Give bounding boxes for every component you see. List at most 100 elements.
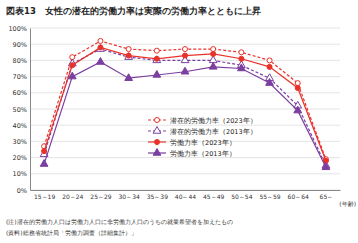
y-tick-label: 10% [13,170,27,178]
series-marker [211,47,216,52]
y-tick-label: 50% [13,106,27,114]
grid-line [30,190,340,191]
y-tick: 10% [13,170,30,178]
legend-marker-shape [154,139,159,144]
y-tick: 80% [13,57,30,65]
legend-label: 潜在的労働力率（2013年） [170,128,257,136]
series-line [44,62,326,167]
y-tick-label: 30% [13,138,27,146]
marker-shape [211,51,216,56]
series-marker [211,51,216,56]
series-marker [182,47,187,52]
marker-shape [42,149,47,154]
marker-shape [267,64,272,69]
series-line [44,49,326,166]
y-tick-label: 60% [13,89,27,97]
marker-shape [209,62,217,69]
marker-shape [40,160,48,167]
x-axis-line [31,190,341,191]
series-marker [295,85,300,90]
marker-shape [181,67,189,74]
series-marker [209,62,217,69]
x-tick: 25～29 [90,190,111,200]
marker-shape [295,81,300,86]
series-marker [153,56,161,63]
marker-shape [125,74,133,81]
y-tick-label: 80% [13,57,27,65]
x-tick: 55～59 [259,190,280,200]
legend-item: 潜在的労働力率（2013年） [148,127,257,136]
x-tick: 50～54 [231,190,252,200]
legend-marker [154,139,159,144]
x-tick-label: 25～29 [90,193,111,200]
x-tick-label: 30～34 [118,193,139,200]
note: (資料)総務省統計局「労働力調査（詳細集計）」 [6,229,137,237]
x-tick: 15～19 [34,190,55,200]
x-tick-label: 15～19 [34,193,55,200]
series-marker [125,53,133,60]
grid-line [30,28,340,29]
series-marker [267,64,272,69]
marker-shape [295,85,300,90]
marker-shape [266,79,274,86]
series-marker [322,163,330,170]
series-line [44,41,326,159]
series-marker [68,72,76,79]
series-marker [70,63,75,68]
legend-marker-shape [154,117,159,122]
series [42,45,329,163]
marker-shape [294,106,302,113]
series [42,38,329,161]
marker-shape [97,58,105,65]
series-marker [182,53,187,58]
y-tick-label: 20% [13,154,27,162]
series-marker [153,71,161,78]
marker-shape [68,72,76,79]
x-tick: 60～64 [288,190,309,200]
y-tick: 50% [13,106,30,114]
series-marker [154,48,159,53]
grid [30,28,340,190]
y-tick-label: 90% [13,41,27,49]
series-marker [181,67,189,74]
marker-shape [126,53,131,58]
y-tick: 0% [17,187,30,195]
chart: 図表13 女性の潜在的労働力率は実際の労働力率とともに上昇0%10%20%30%… [0,0,358,243]
legend-label: 潜在的労働力率（2023年） [170,117,257,125]
legend-item: 労働力率（2023年） [148,139,236,147]
y-tick-label: 70% [13,73,27,81]
x-tick: 40～44 [175,190,196,200]
note: (注)潜在的労働力人口は労働力人口に非労働力人口のうちの就業希望者を加えたもの [6,218,233,226]
x-tick-label: 35～39 [147,193,168,200]
series-marker [125,74,133,81]
marker-shape [239,56,244,61]
y-tick: 40% [13,122,30,130]
y-tick-label: 40% [13,122,27,130]
marker-shape [125,53,133,60]
legend-item: 労働力率（2013年） [148,149,236,158]
y-tick: 100% [8,25,30,33]
marker-shape [182,53,187,58]
legend-marker [153,127,161,134]
marker-shape [153,71,161,78]
marker-shape [70,63,75,68]
legend: 潜在的労働力率（2023年） 潜在的労働力率（2013年） 労働力率（2023年） 労… [148,117,257,158]
x-tick: 20～24 [62,190,83,200]
series-marker [40,160,48,167]
grid-line [30,173,340,174]
series-marker [126,53,131,58]
marker-shape [154,56,159,61]
grid-line [30,109,340,110]
series-marker [42,149,47,154]
y-axis: 0% 10% 20% 30% 40% 50% 60% 70% 80% 90% 100% [8,25,30,195]
legend-marker [153,149,161,156]
marker-shape [98,45,103,50]
y-tick: 90% [13,41,30,49]
grid-line [30,125,340,126]
grid-line [30,44,340,45]
marker-shape [126,47,131,52]
marker-shape [267,58,272,63]
plot: 0% 10% 20% 30% 40% 50% 60% 70% 80% 90% 100% 15～19 20… [8,25,340,201]
grid-line [30,92,340,93]
y-tick-label: 0% [17,187,27,195]
